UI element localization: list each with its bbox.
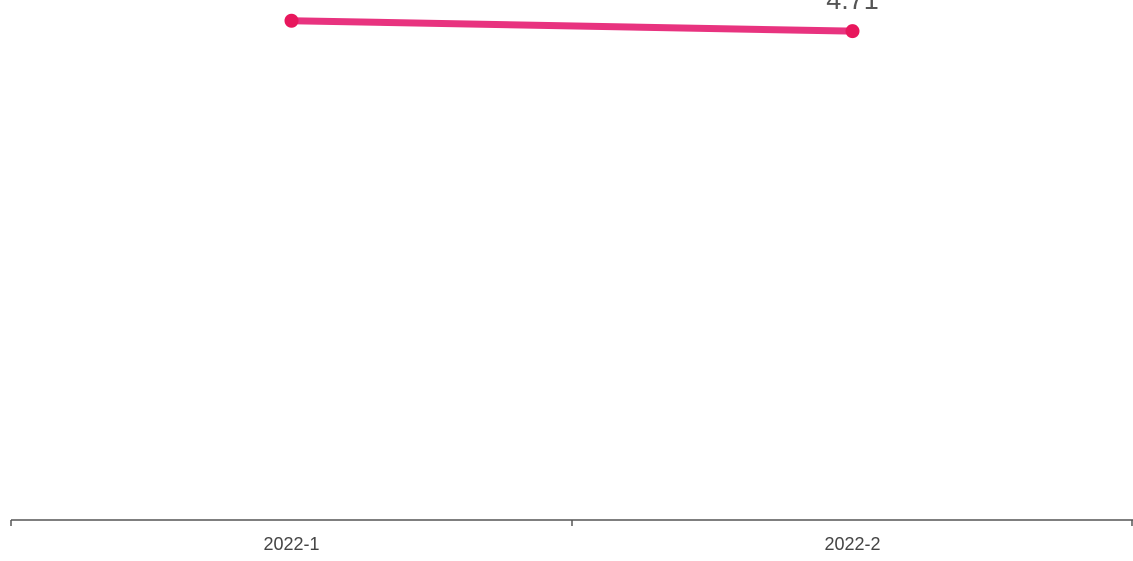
data-label: 4.71 — [826, 0, 879, 15]
x-tick-label: 2022-1 — [263, 534, 319, 554]
series-line — [288, 17, 856, 35]
x-axis: 2022-1 2022-2 — [10, 519, 1133, 554]
x-tick-label: 2022-2 — [824, 534, 880, 554]
label-layer: 4.81 4.71 — [265, 0, 879, 15]
data-point — [284, 13, 299, 28]
data-point — [845, 24, 860, 39]
series-layer — [284, 13, 860, 39]
data-label: 4.81 — [265, 0, 318, 5]
